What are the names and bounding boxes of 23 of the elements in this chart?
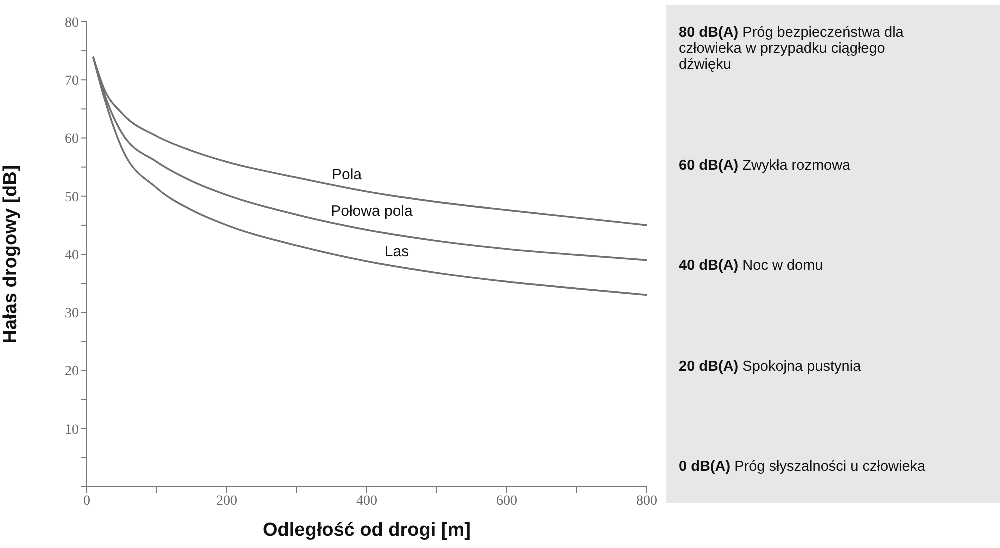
y-tick-label: 70 (65, 74, 79, 90)
y-tick-label: 50 (65, 190, 79, 206)
text: 60 dB(A) Zwykła rozmowa (679, 158, 852, 174)
series-label: Pola (332, 166, 363, 184)
y-tick-label: 40 (65, 248, 79, 264)
x-tick-label: 600 (496, 494, 518, 509)
x-tick-label: 0 (84, 494, 90, 509)
y-axis-title: Hałas drogowy [dB] (0, 165, 22, 344)
text: 0 dB(A) Próg słyszalności u człowieka (679, 459, 927, 475)
y-tick-label: 20 (65, 364, 79, 380)
y-tick-label: 80 (65, 16, 79, 31)
x-axis-title: Odległość od drogi [m] (263, 520, 471, 541)
y-tick-label: 30 (65, 306, 79, 322)
y-tick-label: 60 (65, 132, 79, 148)
x-tick-label: 400 (356, 494, 378, 509)
series-label: Połowa pola (331, 203, 414, 220)
x-tick-label: 800 (636, 494, 658, 509)
x-tick-label: 200 (216, 494, 238, 509)
text: 80 dB(A) Próg bezpieczeństwa dla człowieka w przypadku ciągłego dźwięku (679, 25, 905, 73)
y-tick-label: 10 (65, 422, 79, 438)
series-label: Las (384, 243, 410, 260)
text: 20 dB(A) Spokojna pustynia (679, 358, 862, 374)
text: 40 dB(A) Noc w domu (679, 258, 824, 274)
